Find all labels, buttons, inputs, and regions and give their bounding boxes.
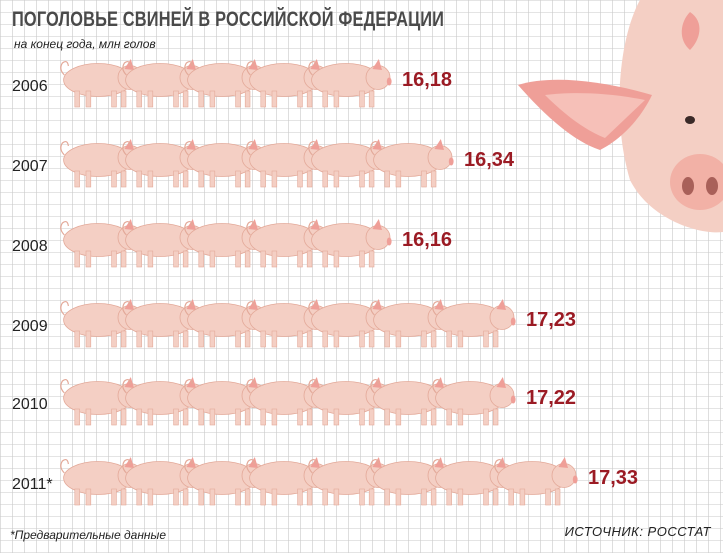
year-label: 2006 — [12, 78, 48, 95]
footnote: *Предварительные данные — [10, 528, 167, 542]
value-label: 17,33 — [588, 467, 638, 489]
chart-title: ПОГОЛОВЬЕ СВИНЕЙ В РОССИЙСКОЙ ФЕДЕРАЦИИ — [12, 8, 445, 31]
value-label: 17,22 — [526, 387, 576, 409]
year-label: 2010 — [12, 396, 48, 413]
bar-row: 2011* 17,33 — [12, 457, 638, 506]
source-credit: ИСТОЧНИК: РОССТАТ — [564, 524, 711, 539]
bar-row: 2006 16,18 — [12, 59, 452, 108]
pig-bar — [60, 457, 578, 506]
chart-subtitle: на конец года, млн голов — [14, 37, 156, 51]
bar-row: 2010 17,22 — [12, 377, 576, 426]
value-label: 16,16 — [402, 229, 452, 251]
pig-bar — [60, 377, 516, 426]
value-label: 16,34 — [464, 149, 515, 171]
value-label: 16,18 — [402, 69, 452, 91]
bar-row: 2007 16,34 — [12, 139, 515, 188]
pig-bar — [60, 59, 392, 108]
year-label: 2011* — [12, 476, 53, 493]
year-label: 2009 — [12, 318, 48, 335]
pig-head-illustration — [518, 0, 723, 233]
pig-bar — [60, 139, 454, 188]
bar-row: 2009 17,23 — [12, 299, 576, 348]
value-label: 17,23 — [526, 309, 576, 331]
bar-row: 2008 16,16 — [12, 219, 452, 268]
year-label: 2007 — [12, 158, 48, 175]
pig-bar — [60, 299, 516, 348]
year-label: 2008 — [12, 238, 48, 255]
pig-bar — [60, 219, 392, 268]
